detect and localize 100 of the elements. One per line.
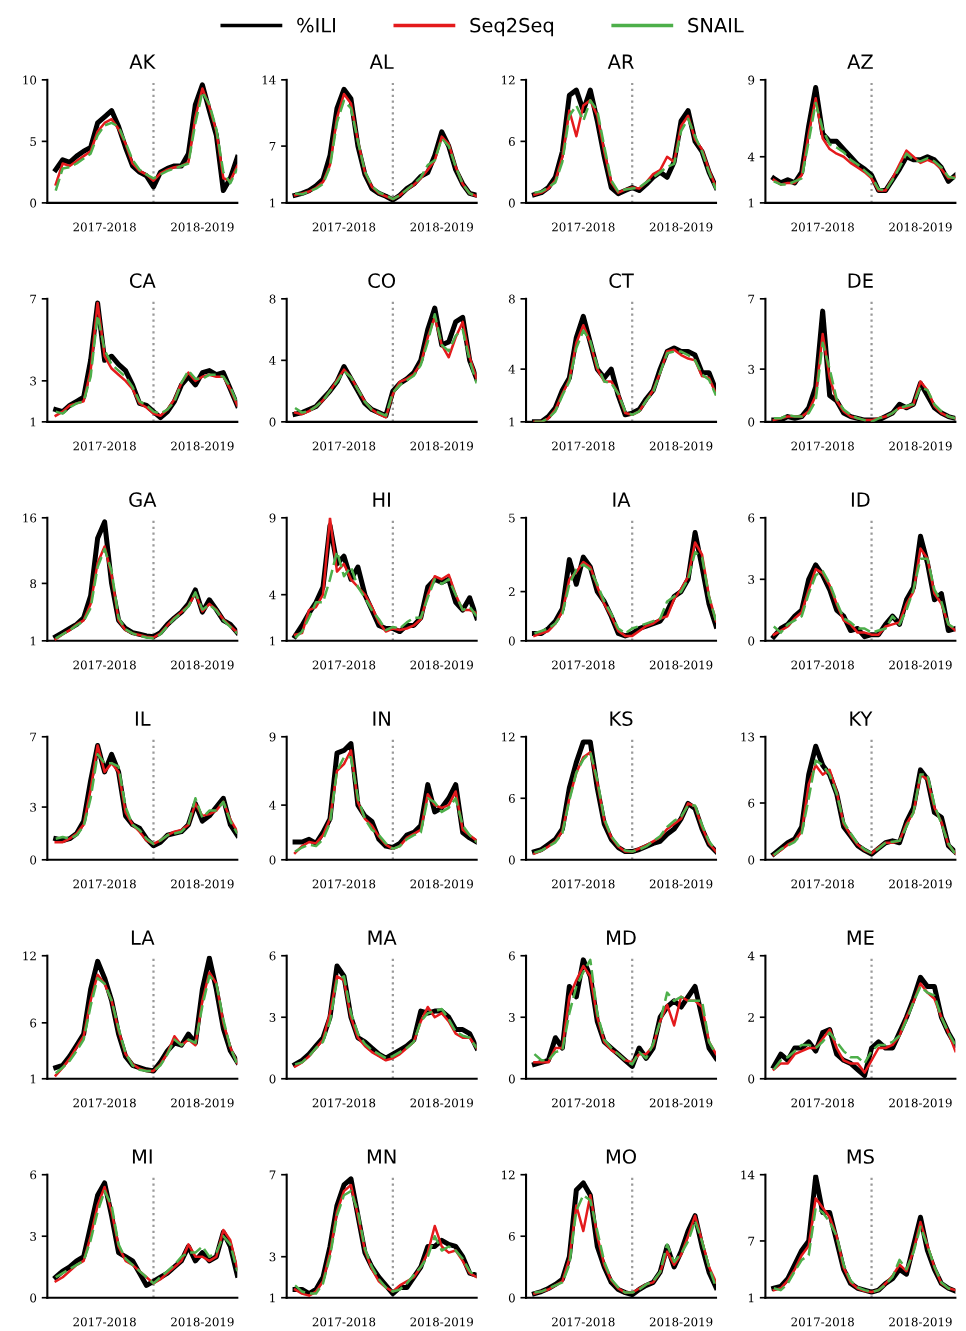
x-tick-label: 2018-2019 (171, 660, 234, 670)
x-tick-label: 2017-2018 (73, 660, 136, 670)
x-tick-label: 2017-2018 (552, 1098, 615, 1108)
x-tick-label: 2017-2018 (791, 441, 854, 451)
x-tick-label: 2017-2018 (552, 441, 615, 451)
y-tick-label: 7 (30, 294, 37, 304)
x-tick-label: 2018-2019 (649, 1317, 713, 1327)
y-tick-label: 8 (30, 579, 37, 589)
chart-title: AZ (847, 54, 873, 69)
x-tick-label: 2017-2018 (791, 1317, 854, 1327)
chart-title: IA (613, 492, 631, 507)
y-tick-label: 14 (741, 1170, 755, 1180)
x-tick-label: 2017-2018 (791, 660, 854, 670)
y-tick-label: 4 (508, 364, 516, 374)
x-tick-label: 2017-2018 (552, 660, 615, 670)
y-tick-label: 10 (23, 75, 37, 85)
y-tick-label: 0 (508, 636, 515, 646)
x-tick-label: 2018-2019 (889, 1098, 952, 1108)
y-tick-label: 3 (748, 364, 755, 374)
x-tick-label: 2018-2019 (649, 441, 713, 451)
x-tick-label: 2018-2019 (649, 1098, 713, 1108)
y-tick-label: 0 (269, 1074, 276, 1084)
x-tick-label: 2018-2019 (889, 879, 952, 889)
x-tick-label: 2017-2018 (312, 1317, 376, 1327)
y-tick-label: 0 (748, 636, 755, 646)
y-tick-label: 1 (748, 1293, 754, 1303)
x-tick-label: 2018-2019 (410, 441, 473, 451)
y-tick-label: 1 (270, 636, 275, 646)
x-tick-label: 2018-2019 (410, 1317, 473, 1327)
y-tick-label: 0 (30, 855, 37, 865)
y-tick-label: 7 (748, 294, 755, 304)
x-tick-label: 2018-2019 (649, 879, 713, 889)
x-tick-label: 2018-2019 (171, 879, 234, 889)
chart-title: ME (847, 930, 874, 945)
y-tick-label: 0 (30, 1293, 37, 1303)
x-tick-label: 2017-2018 (552, 222, 615, 232)
y-tick-label: 0 (269, 417, 276, 427)
chart-title: DE (848, 273, 873, 288)
x-tick-label: 2018-2019 (410, 1098, 473, 1108)
y-tick-label: 9 (269, 513, 276, 523)
x-tick-label: 2017-2018 (312, 222, 376, 232)
y-tick-label: 6 (508, 1231, 515, 1241)
y-tick-label: 6 (269, 951, 276, 961)
y-tick-label: 0 (508, 1074, 515, 1084)
y-tick-label: 7 (30, 732, 37, 742)
y-tick-label: 0 (30, 198, 37, 208)
chart-title: MD (607, 930, 636, 945)
y-tick-label: 3 (30, 1231, 37, 1241)
x-tick-label: 2018-2019 (171, 441, 234, 451)
y-tick-label: 1 (270, 1293, 275, 1303)
y-tick-label: 0 (508, 1293, 515, 1303)
y-tick-label: 3 (509, 1012, 515, 1022)
y-tick-label: 6 (508, 794, 515, 803)
y-tick-label: 4 (269, 590, 276, 600)
y-tick-label: 3 (748, 575, 755, 584)
y-tick-label: 5 (30, 137, 37, 147)
y-tick-label: 0 (269, 855, 276, 865)
chart-title: MO (606, 1149, 636, 1164)
x-tick-label: 2018-2019 (171, 1098, 234, 1108)
chart-title: ID (851, 492, 870, 507)
x-tick-label: 2017-2018 (552, 879, 615, 889)
y-tick-label: 9 (269, 732, 276, 742)
y-tick-label: 0 (748, 1074, 755, 1084)
y-tick-label: 0 (508, 855, 515, 865)
y-tick-label: 0 (748, 855, 755, 865)
x-tick-label: 2017-2018 (312, 879, 376, 889)
y-tick-label: 7 (269, 1170, 276, 1180)
x-tick-label: 2018-2019 (889, 441, 952, 451)
y-tick-label: 1 (748, 198, 754, 208)
x-tick-label: 2017-2018 (73, 222, 136, 232)
x-tick-label: 2017-2018 (791, 1098, 854, 1108)
x-tick-label: 2017-2018 (791, 879, 854, 889)
y-tick-label: 5 (509, 513, 515, 523)
y-tick-label: 12 (502, 1170, 515, 1180)
x-tick-label: 2017-2018 (312, 660, 376, 670)
x-tick-label: 2018-2019 (649, 660, 713, 670)
y-tick-label: 6 (748, 798, 755, 808)
y-tick-label: 1 (270, 198, 275, 208)
chart-title: CO (368, 273, 396, 288)
x-tick-label: 2018-2019 (649, 222, 713, 232)
y-tick-label: 1 (30, 636, 36, 646)
x-tick-label: 2018-2019 (410, 222, 473, 232)
y-tick-label: 3 (30, 802, 37, 812)
y-tick-label: 4 (269, 800, 276, 810)
y-tick-label: 6 (508, 951, 515, 961)
chart-title: AL (369, 54, 394, 69)
x-tick-label: 2017-2018 (73, 1098, 136, 1108)
y-tick-label: 4 (747, 951, 755, 961)
x-tick-label: 2018-2019 (171, 222, 234, 232)
chart-title: IN (373, 711, 390, 726)
chart-title: MS (847, 1149, 874, 1164)
legend-label: SNAIL (688, 17, 744, 33)
x-tick-label: 2017-2018 (73, 441, 136, 451)
legend-label: Seq2Seq (470, 17, 554, 37)
y-tick-label: 8 (269, 294, 276, 304)
y-tick-label: 0 (748, 417, 755, 427)
x-tick-label: 2017-2018 (312, 441, 376, 451)
y-tick-label: 8 (508, 294, 515, 304)
chart-title: HI (373, 492, 390, 507)
y-tick-label: 12 (502, 732, 515, 742)
